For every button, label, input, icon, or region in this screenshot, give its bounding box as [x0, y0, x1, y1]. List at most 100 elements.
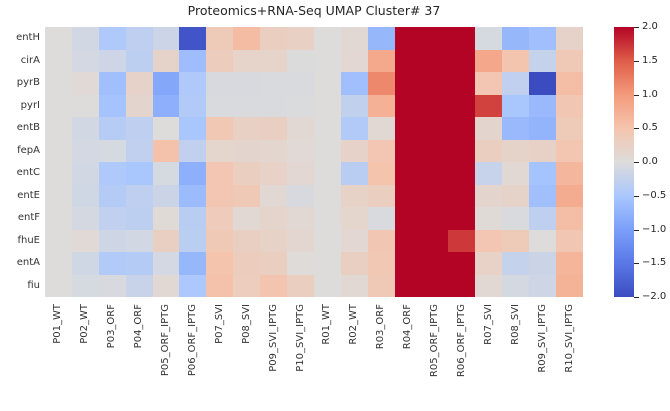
heatmap-cell — [179, 252, 207, 275]
heatmap-cell — [529, 229, 557, 252]
heatmap-cell — [340, 72, 368, 95]
heatmap-cell — [98, 229, 126, 252]
heatmap-cell — [45, 117, 72, 140]
colorbar-tick — [634, 263, 639, 265]
heatmap-cell — [125, 117, 153, 140]
heatmap-cell — [367, 229, 395, 252]
heatmap-cell — [98, 117, 126, 140]
heatmap-cell — [206, 27, 234, 50]
heatmap-cell — [448, 184, 476, 207]
heatmap-cell — [206, 72, 234, 95]
heatmap-cell — [125, 207, 153, 230]
heatmap-cell — [556, 207, 583, 230]
x-tick-label: P01_WT — [52, 304, 64, 344]
heatmap-cell — [125, 184, 153, 207]
heatmap-cell — [394, 229, 422, 252]
heatmap-cell — [529, 274, 557, 297]
x-tick-label: R03_ORF — [375, 304, 387, 350]
x-tick-label: R04_ORF — [402, 304, 414, 350]
heatmap-cell — [367, 72, 395, 95]
heatmap-cell — [529, 94, 557, 117]
heatmap-cell — [313, 162, 341, 185]
heatmap-cell — [502, 229, 530, 252]
heatmap-cell — [421, 207, 449, 230]
heatmap-cell — [448, 117, 476, 140]
x-tick-label: R02_WT — [348, 304, 360, 345]
heatmap-cell — [179, 49, 207, 72]
heatmap-cell — [233, 252, 261, 275]
heatmap-cell — [233, 49, 261, 72]
heatmap-cell — [394, 27, 422, 50]
heatmap-cell — [125, 162, 153, 185]
heatmap-cell — [125, 139, 153, 162]
heatmap-cell — [71, 72, 99, 95]
heatmap-cell — [529, 184, 557, 207]
heatmap-cell — [502, 139, 530, 162]
x-tick-label: P02_WT — [79, 304, 91, 344]
heatmap-cell — [475, 117, 503, 140]
y-tick-label: entE — [17, 189, 40, 201]
heatmap-plot-area — [45, 27, 583, 297]
heatmap-cell — [340, 184, 368, 207]
heatmap-cell — [394, 139, 422, 162]
heatmap-cell — [367, 184, 395, 207]
heatmap-cell — [448, 162, 476, 185]
heatmap-cell — [233, 162, 261, 185]
heatmap-cell — [313, 252, 341, 275]
heatmap-cell — [394, 252, 422, 275]
heatmap-cell — [394, 207, 422, 230]
heatmap-cell — [340, 229, 368, 252]
heatmap-cell — [340, 252, 368, 275]
heatmap-cell — [179, 207, 207, 230]
heatmap-cell — [502, 49, 530, 72]
heatmap-cell — [152, 229, 180, 252]
colorbar-tick-label: 1.5 — [642, 54, 658, 66]
heatmap-cell — [152, 139, 180, 162]
x-tick-label: P09_SVI_IPTG — [267, 304, 279, 372]
heatmap-cell — [475, 139, 503, 162]
heatmap-cell — [475, 72, 503, 95]
heatmap-cell — [260, 229, 288, 252]
heatmap-cell — [502, 117, 530, 140]
heatmap-cell — [98, 27, 126, 50]
heatmap-cell — [421, 27, 449, 50]
heatmap-cell — [340, 274, 368, 297]
colorbar — [614, 27, 634, 297]
heatmap-cell — [260, 49, 288, 72]
heatmap-cell — [233, 184, 261, 207]
heatmap-cell — [152, 94, 180, 117]
heatmap-cell — [529, 72, 557, 95]
heatmap-cell — [233, 94, 261, 117]
y-tick-label: cirA — [20, 54, 40, 66]
heatmap-cell — [260, 27, 288, 50]
heatmap-cell — [475, 49, 503, 72]
heatmap-cell — [152, 274, 180, 297]
heatmap-cell — [421, 72, 449, 95]
heatmap-cell — [206, 274, 234, 297]
heatmap-cell — [45, 72, 72, 95]
colorbar-tick — [634, 94, 639, 96]
colorbar-tick-label: −2.0 — [642, 291, 667, 302]
x-tick-label: R05_ORF_IPTG — [429, 304, 441, 378]
heatmap-cell — [556, 184, 583, 207]
heatmap-cell — [206, 252, 234, 275]
heatmap-cell — [45, 94, 72, 117]
heatmap-cell — [98, 139, 126, 162]
heatmap-cell — [421, 252, 449, 275]
heatmap-cell — [152, 117, 180, 140]
heatmap-cell — [394, 49, 422, 72]
chart-title: Proteomics+RNA-Seq UMAP Cluster# 37 — [187, 3, 441, 18]
heatmap-cell — [45, 207, 72, 230]
heatmap-cell — [340, 117, 368, 140]
heatmap-cell — [71, 94, 99, 117]
heatmap-cell — [313, 117, 341, 140]
heatmap-cell — [233, 27, 261, 50]
heatmap-cell — [233, 139, 261, 162]
heatmap-cell — [71, 207, 99, 230]
x-tick-label: R01_WT — [321, 304, 333, 345]
heatmap-cell — [152, 72, 180, 95]
heatmap-cell — [313, 72, 341, 95]
heatmap-cell — [98, 207, 126, 230]
heatmap-cell — [475, 162, 503, 185]
